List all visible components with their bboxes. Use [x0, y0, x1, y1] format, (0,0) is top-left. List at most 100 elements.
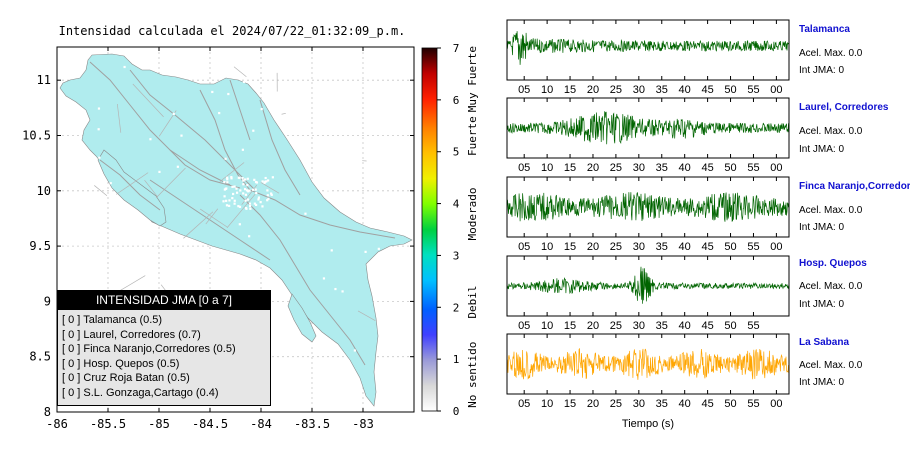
legend-item: [ 0 ] Laurel, Corredores (0.7)	[62, 328, 201, 341]
seismogram-tick-label: 25	[610, 84, 622, 96]
seismogram-tick-label: 10	[541, 84, 553, 96]
map-x-tick-label: -85	[148, 417, 170, 431]
time-axis-label: Tiempo (s)	[622, 418, 674, 430]
seismogram-tick-label: 00	[770, 162, 782, 174]
seismogram-tick-label: 50	[724, 241, 736, 253]
seismogram-panel: 05 10 15 20 25 30 35 40 45 50 55	[506, 255, 790, 332]
station-acel-hosp-quepos: Acel. Max. 0.0	[799, 281, 863, 292]
seismogram-tick-label: 45	[701, 320, 713, 332]
colorbar-category-label: Debil	[466, 286, 479, 319]
seismogram-tick-label: 50	[724, 398, 736, 410]
colorbar-tick-label: 5	[453, 146, 460, 159]
seismogram-trace	[506, 31, 789, 65]
seismogram-tick-label: 45	[701, 84, 713, 96]
colorbar-category-label: Muy Fuerte	[466, 46, 479, 112]
seismogram-tick-label: 00	[770, 84, 782, 96]
colorbar-tick-label: 6	[453, 94, 460, 107]
seismogram-frame	[506, 19, 790, 81]
seismogram-tick-label: 20	[587, 84, 599, 96]
station-acel-laurel: Acel. Max. 0.0	[799, 126, 863, 137]
seismogram-tick-label: 50	[724, 162, 736, 174]
station-int-la-sabana: Int JMA: 0	[799, 377, 845, 388]
intensity-legend: INTENSIDAD JMA [0 a 7] [ 0 ] Talamanca (…	[57, 290, 271, 406]
seismogram-panels: 05 10 15 20 25 30 35 40 45 50 55 00 05 10 15 20 25 30 35 40…	[506, 19, 790, 410]
map-title: Intensidad calculada el 2024/07/22_01:32…	[59, 24, 406, 38]
seismogram-tick-label: 05	[518, 241, 530, 253]
seismogram-tick-label: 20	[587, 320, 599, 332]
seismogram-tick-label: 40	[679, 398, 691, 410]
seismogram-trace	[506, 348, 789, 380]
seismogram-tick-label: 20	[587, 162, 599, 174]
seismogram-tick-label: 35	[656, 320, 668, 332]
seismogram-tick-label: 30	[633, 398, 645, 410]
colorbar-labels: No sentido Debil Moderado Fuerte Muy Fuerte	[466, 46, 479, 408]
legend-item: [ 0 ] Cruz Roja Batan (0.5)	[62, 372, 190, 385]
station-acel-finca-naranjo: Acel. Max. 0.0	[799, 205, 863, 216]
seismogram-trace	[506, 111, 789, 145]
seismogram-tick-label: 55	[747, 241, 759, 253]
map-y-tick-label: 8	[44, 405, 51, 419]
colorbar-category-label: Fuerte	[466, 116, 479, 156]
map-x-tick-label: -86	[46, 417, 68, 431]
map-y-tick-label: 10.5	[22, 128, 51, 142]
seismogram-frame	[506, 333, 790, 395]
legend-item: [ 0 ] Hosp. Quepos (0.5)	[62, 357, 180, 370]
station-name-laurel: Laurel, Corredores	[799, 102, 889, 113]
legend-item: [ 0 ] S.L. Gonzaga,Cartago (0.4)	[62, 386, 219, 399]
seismogram-tick-label: 30	[633, 162, 645, 174]
colorbar-category-label: Moderado	[466, 187, 479, 240]
seismogram-tick-label: 00	[770, 398, 782, 410]
road-network	[89, 61, 396, 366]
seismogram-tick-label: 25	[610, 162, 622, 174]
seismogram-tick-label: 05	[518, 84, 530, 96]
seismogram-tick-label: 45	[701, 398, 713, 410]
seismogram-tick-label: 55	[747, 84, 759, 96]
map-x-tick-label: -84	[250, 417, 272, 431]
seismogram-tick-label: 10	[541, 162, 553, 174]
map-x-tick-label: -83.5	[294, 417, 330, 431]
map-y-tick-label: 9.5	[29, 239, 51, 253]
seismogram-tick-label: 25	[610, 398, 622, 410]
colorbar-category-label: No sentido	[466, 342, 479, 408]
seismogram-tick-label: 35	[656, 241, 668, 253]
costa-rica-landmass	[59, 53, 413, 407]
seismogram-tick-label: 10	[541, 241, 553, 253]
map-x-tick-label: -85.5	[90, 417, 126, 431]
station-name-finca-naranjo: Finca Naranjo,Corredores	[799, 181, 910, 192]
seismogram-frame	[506, 255, 790, 317]
station-name-talamanca: Talamanca	[799, 24, 850, 35]
seismogram-tick-label: 40	[679, 84, 691, 96]
seismogram-panel: 05 10 15 20 25 30 35 40 45 50 55 00	[506, 97, 790, 174]
seismogram-tick-label: 15	[564, 398, 576, 410]
legend-item: [ 0 ] Talamanca (0.5)	[62, 314, 163, 326]
colorbar-tick-label: 3	[453, 249, 460, 262]
map-x-tick-label: -83	[352, 417, 374, 431]
map-x-tick-label: -84.5	[192, 417, 228, 431]
colorbar-tick-label: 2	[453, 301, 460, 314]
map-frame	[56, 46, 415, 413]
colorbar-tick-label: 0	[453, 405, 460, 418]
seismogram-tick-label: 10	[541, 398, 553, 410]
station-name-la-sabana: La Sabana	[799, 337, 850, 348]
map-y-tick-label: 10	[37, 184, 51, 198]
colorbar-tick-label: 1	[453, 353, 460, 366]
map-y-tick-label: 8.5	[29, 350, 51, 364]
colorbar-tick-label: 4	[453, 198, 460, 211]
station-int-hosp-quepos: Int JMA: 0	[799, 299, 845, 310]
legend-title: INTENSIDAD JMA [0 a 7]	[58, 291, 270, 310]
map-y-tick-label: 11	[37, 73, 51, 87]
seismogram-tick-label: 35	[656, 84, 668, 96]
seismogram-panel: 05 10 15 20 25 30 35 40 45 50 55 00	[506, 333, 790, 410]
seismogram-tick-label: 25	[610, 320, 622, 332]
seismogram-panel: 05 10 15 20 25 30 35 40 45 50 55 00	[506, 19, 790, 96]
seismogram-trace	[506, 192, 789, 222]
legend-item: [ 0 ] Finca Naranjo,Corredores (0.5)	[62, 343, 236, 356]
seismogram-tick-label: 05	[518, 398, 530, 410]
seismogram-tick-label: 15	[564, 162, 576, 174]
seismogram-tick-label: 35	[656, 162, 668, 174]
legend-list: [ 0 ] Talamanca (0.5) [ 0 ] Laurel, Corr…	[58, 313, 236, 401]
map-y-tick-label: 9	[44, 294, 51, 308]
seismogram-frame	[506, 176, 790, 238]
seismogram-tick-label: 50	[724, 84, 736, 96]
station-acel-la-sabana: Acel. Max. 0.0	[799, 360, 863, 371]
